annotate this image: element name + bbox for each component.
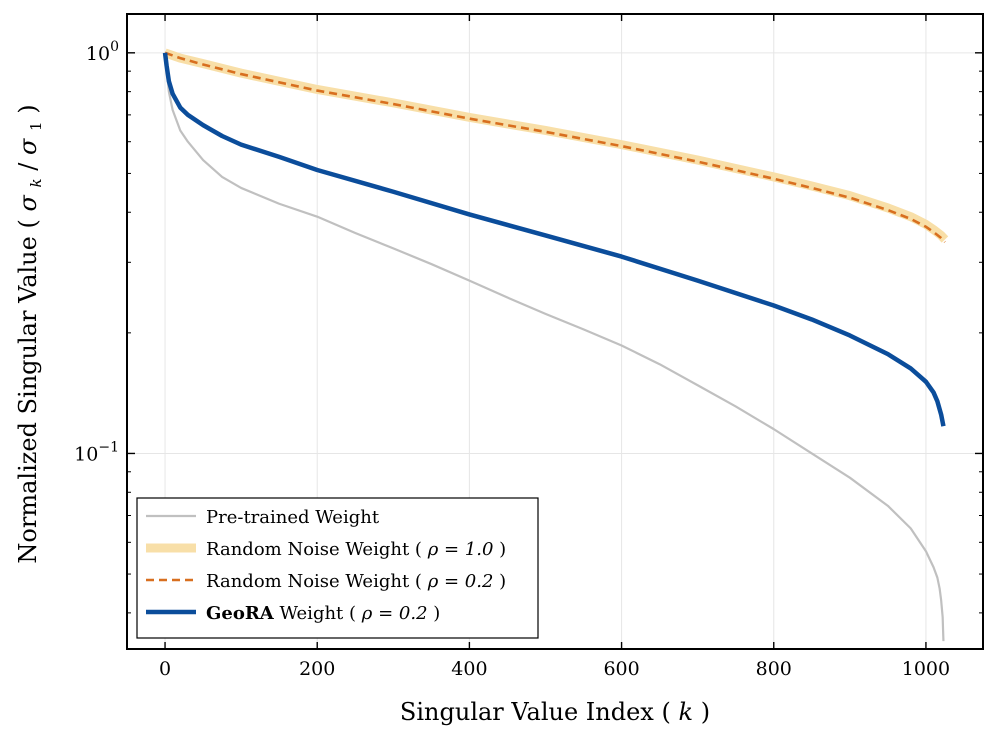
- legend-label-random-02-close: ): [499, 571, 506, 592]
- series-line-2: [164, 51, 946, 243]
- legend: Pre-trained Weight Random Noise Weight (…: [136, 497, 539, 639]
- y-axis-label-close: ): [14, 104, 42, 113]
- legend-label-random-1: Random Noise Weight ( ρ = 1.0 ): [206, 539, 506, 560]
- x-tick-label: 200: [299, 658, 335, 680]
- y-axis-label-sub-1: 1: [27, 121, 45, 131]
- y-tick-label-base: 10: [86, 43, 110, 65]
- x-tick-label: 400: [451, 658, 487, 680]
- y-axis-label: Normalized Singular Value ( σ k / σ 1 ): [14, 104, 47, 563]
- legend-label-geora-name: Weight: [280, 603, 345, 624]
- legend-label-random-1-rho: ρ = 1.0: [427, 539, 494, 560]
- legend-label-pretrained: Pre-trained Weight: [206, 507, 380, 528]
- x-axis-label-var: k: [679, 698, 694, 726]
- legend-label-random-02: Random Noise Weight ( ρ = 0.2 ): [206, 571, 506, 592]
- legend-label-random-1-close: ): [499, 539, 506, 560]
- series-layer: [162, 48, 949, 642]
- legend-label-geora-prefix: GeoRA: [206, 603, 275, 624]
- legend-label-geora: GeoRA Weight ( ρ = 0.2 ): [206, 603, 440, 624]
- y-axis-label-sub-k: k: [27, 178, 45, 187]
- y-axis-label-sigma-k: σ: [14, 195, 42, 212]
- legend-label-random-1-open: (: [415, 539, 422, 560]
- x-tick-label: 1000: [902, 658, 950, 680]
- y-tick-label: 10−1: [74, 439, 119, 465]
- series-line-1: [163, 48, 949, 243]
- y-tick-label-exp: −1: [98, 439, 119, 455]
- y-axis-label-slash: /: [14, 162, 42, 171]
- x-axis-label: Singular Value Index ( k ): [400, 698, 710, 726]
- legend-label-geora-open: (: [349, 603, 356, 624]
- y-axis-label-text: Normalized Singular Value: [14, 236, 42, 563]
- x-tick-label: 0: [159, 658, 171, 680]
- y-tick-label: 100: [86, 39, 119, 65]
- series-line-0: [163, 52, 945, 642]
- x-tick-label: 600: [603, 658, 639, 680]
- y-tick-label-exp: 0: [110, 39, 119, 55]
- legend-label-geora-rho: ρ = 0.2: [361, 603, 428, 624]
- y-tick-label-base: 10: [74, 443, 98, 465]
- legend-label-random-02-rho: ρ = 0.2: [427, 571, 494, 592]
- x-axis-label-close: ): [701, 698, 710, 726]
- y-axis-label-open: (: [14, 219, 42, 228]
- x-axis-label-text: Singular Value Index: [400, 698, 654, 726]
- legend-label-random-1-name: Random Noise Weight: [206, 539, 410, 560]
- legend-label-random-02-name: Random Noise Weight: [206, 571, 410, 592]
- legend-box: [136, 497, 539, 639]
- legend-label-pretrained-name: Pre-trained Weight: [206, 507, 380, 528]
- series-line-3: [162, 52, 946, 427]
- x-axis-label-open: (: [661, 698, 670, 726]
- x-tick-label: 800: [756, 658, 792, 680]
- plot-frame: [126, 13, 984, 650]
- y-axis-label-sigma-1: σ: [14, 138, 42, 155]
- legend-label-geora-close: ): [433, 603, 440, 624]
- legend-label-random-02-open: (: [415, 571, 422, 592]
- x-tick-labels: 0 200 400 600 800 1000: [159, 658, 950, 680]
